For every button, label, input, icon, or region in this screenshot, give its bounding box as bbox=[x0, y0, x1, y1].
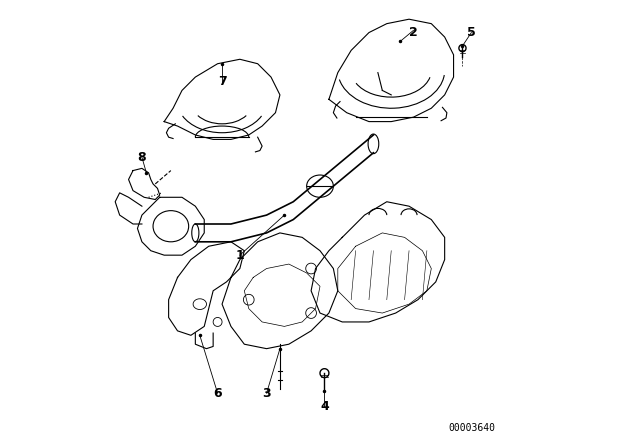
Text: 4: 4 bbox=[320, 400, 329, 413]
Text: 8: 8 bbox=[138, 151, 146, 164]
Text: 6: 6 bbox=[213, 387, 222, 400]
Text: 00003640: 00003640 bbox=[448, 423, 495, 433]
Text: 7: 7 bbox=[218, 75, 227, 88]
Text: 1: 1 bbox=[236, 249, 244, 262]
Text: 2: 2 bbox=[409, 26, 418, 39]
Text: 3: 3 bbox=[262, 387, 271, 400]
Text: 5: 5 bbox=[467, 26, 476, 39]
